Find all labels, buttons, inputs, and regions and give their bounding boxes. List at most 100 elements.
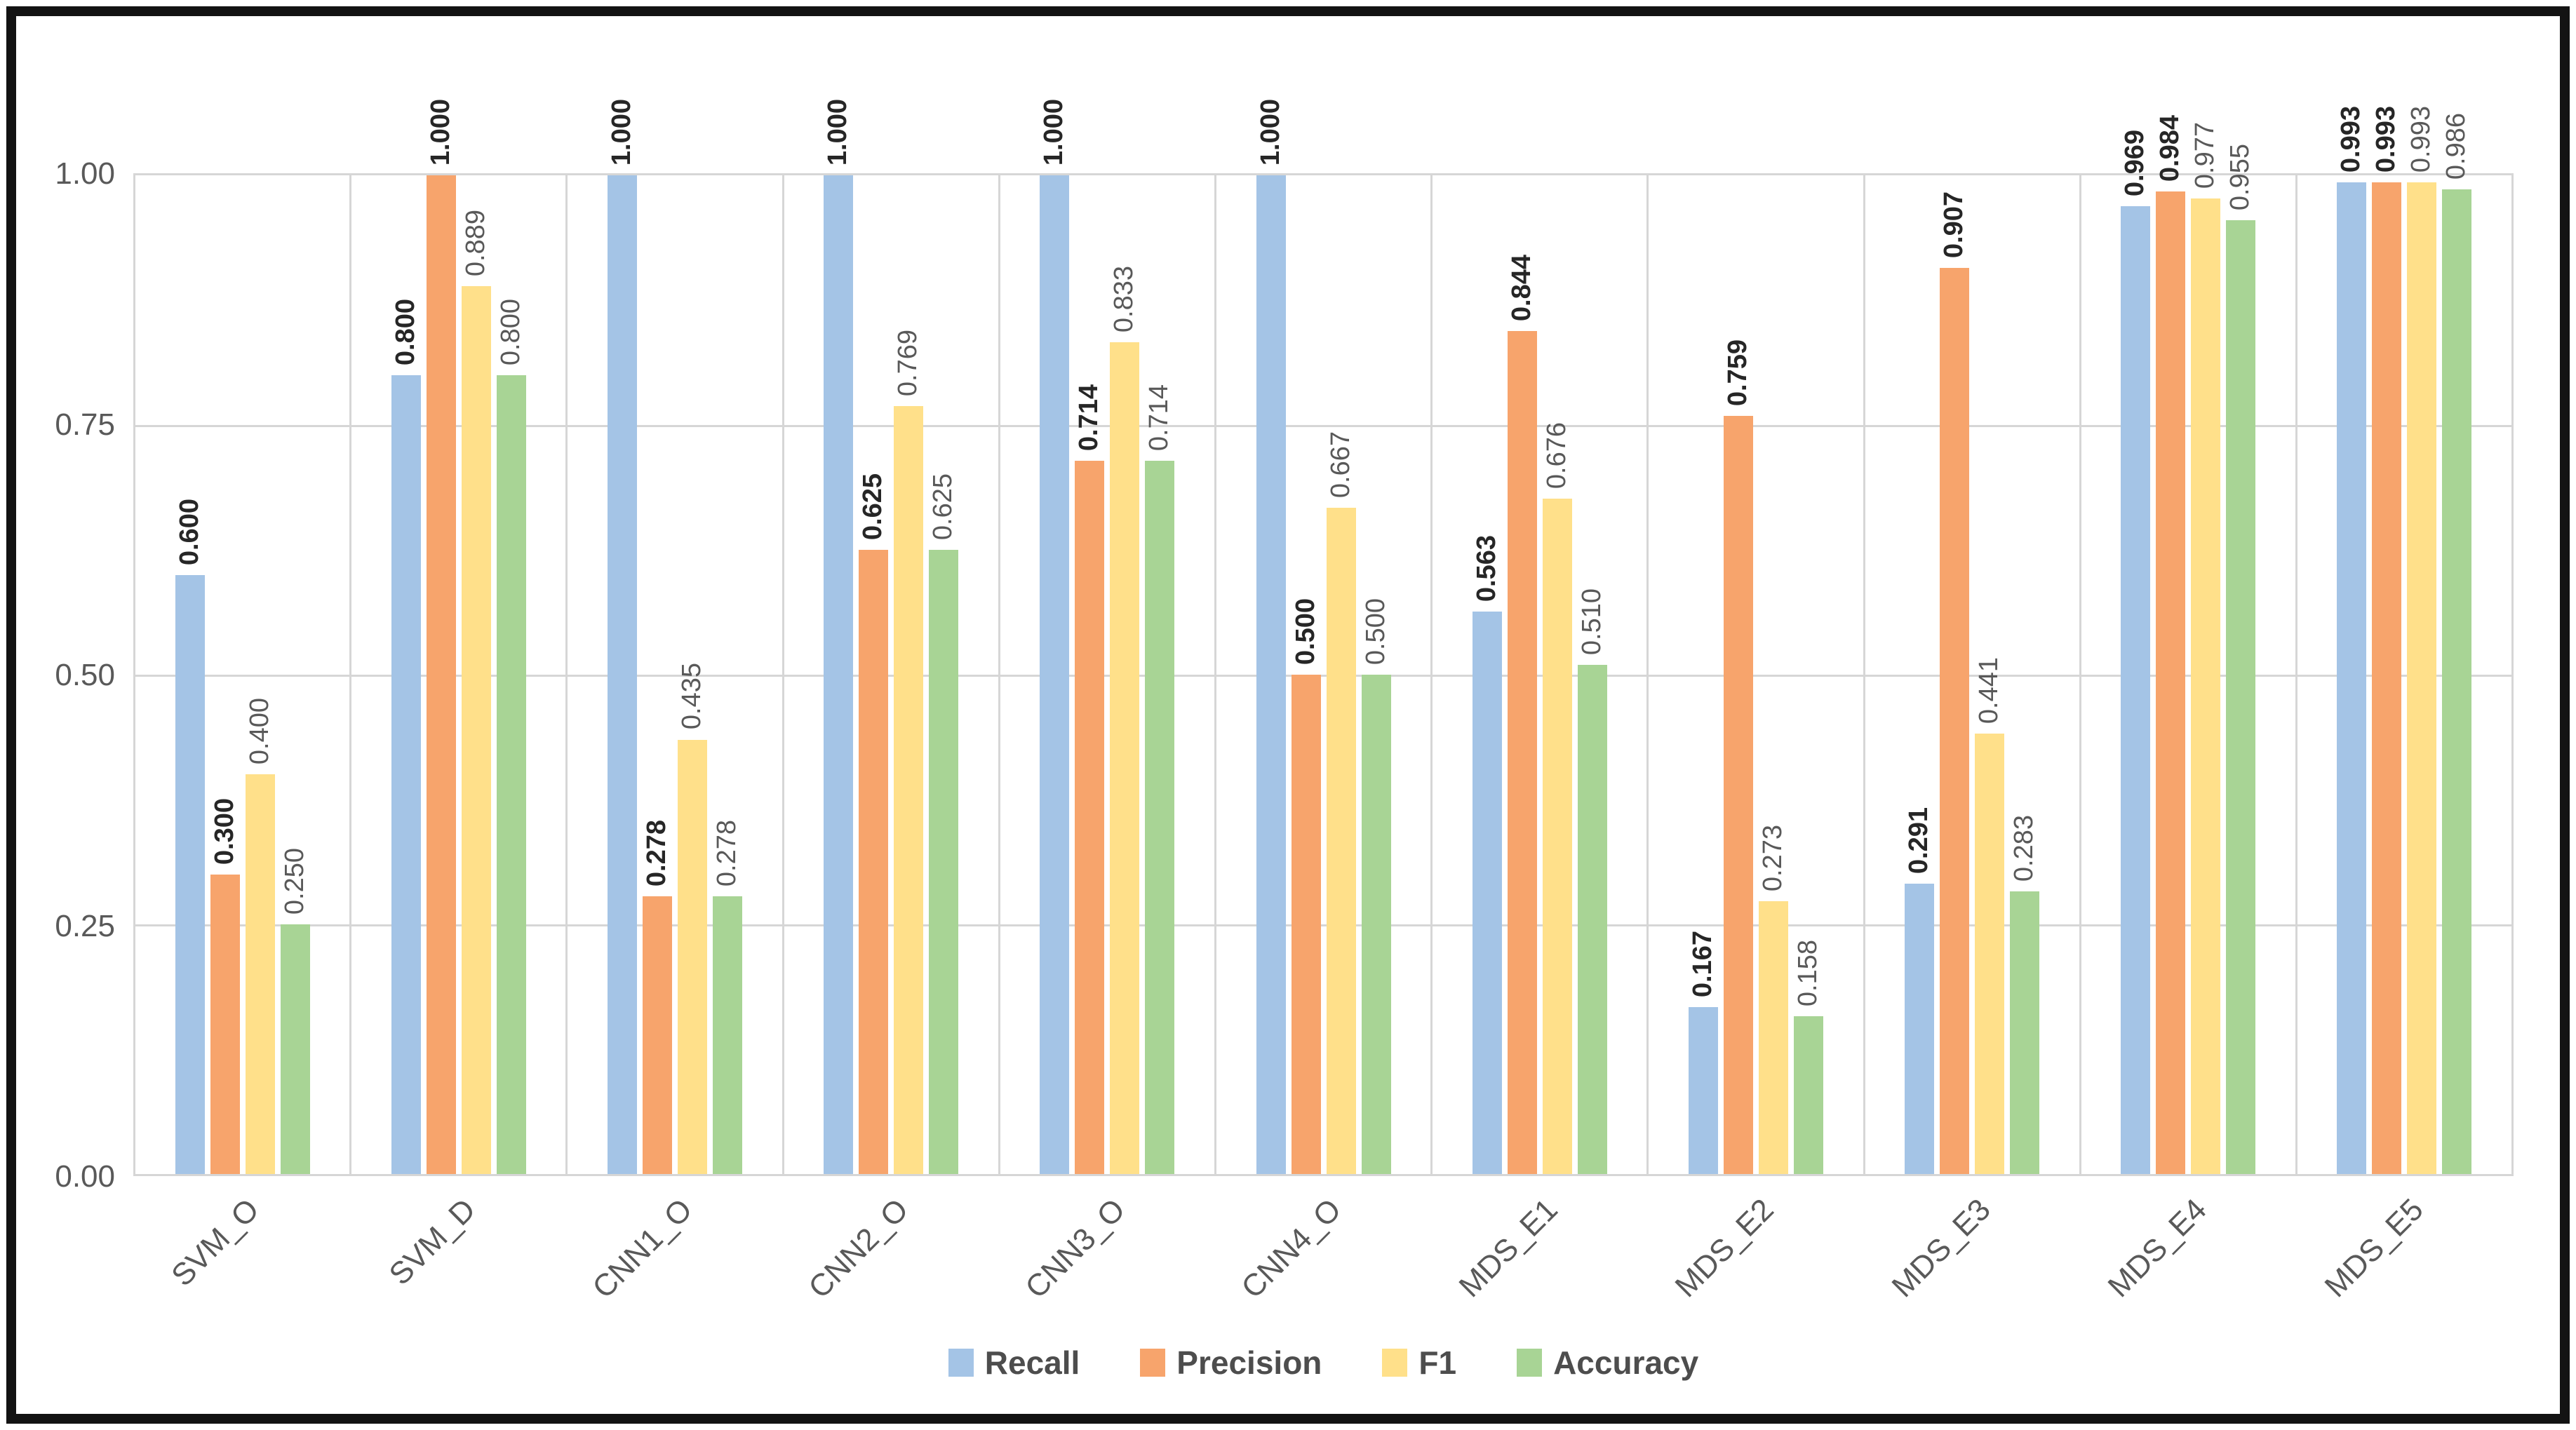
- bar-cluster: [1865, 175, 2079, 1174]
- category-group-cnn4_o: 1.000 0.500 0.667 0.500: [1216, 99, 1433, 1174]
- bar-cluster: [784, 175, 998, 1174]
- category-group-svm_o: 0.600 0.300 0.400 0.250: [135, 175, 352, 1174]
- legend-swatch-icon: [1140, 1349, 1166, 1377]
- bar-precision: [1940, 268, 1970, 1174]
- bar-precision: [1291, 675, 1321, 1174]
- bar-cluster: [1216, 175, 1430, 1174]
- bar-accuracy: [2442, 189, 2472, 1174]
- bar-precision: [1075, 461, 1105, 1174]
- bar-f1: [461, 286, 491, 1174]
- legend: Recall Precision F1 Accuracy: [133, 1344, 2514, 1382]
- legend-swatch-icon: [1517, 1349, 1543, 1377]
- bar-accuracy: [2010, 891, 2040, 1174]
- category-group-mds_e2: 0.167 0.759 0.273 0.158: [1649, 175, 1865, 1174]
- bar-accuracy: [712, 896, 742, 1174]
- bar-recall: [391, 375, 421, 1174]
- legend-item-accuracy: Accuracy: [1517, 1344, 1698, 1382]
- bar-recall: [2121, 206, 2151, 1174]
- bar-precision: [1507, 331, 1537, 1174]
- legend-item-precision: Precision: [1140, 1344, 1322, 1382]
- bar-f1: [677, 739, 707, 1174]
- bar-accuracy: [280, 924, 310, 1174]
- bar-precision: [859, 550, 889, 1174]
- bar-cluster: [1433, 175, 1646, 1174]
- bar-value-label: 1.000: [1039, 98, 1069, 166]
- y-axis-tick-label: 0.00: [55, 1159, 115, 1194]
- bar-recall: [1688, 1007, 1718, 1174]
- bar-precision: [210, 874, 240, 1174]
- bar-cluster: [1649, 175, 1863, 1174]
- bar-recall: [2337, 182, 2367, 1174]
- bar-recall: [1905, 883, 1935, 1174]
- legend-label: Accuracy: [1553, 1344, 1699, 1381]
- bar-accuracy: [496, 375, 526, 1174]
- category-group-mds_e3: 0.291 0.907 0.441 0.283: [1865, 175, 2081, 1174]
- bar-cluster: [2081, 175, 2295, 1174]
- y-axis-tick-label: 0.50: [55, 658, 115, 692]
- gridline-0-50: [135, 675, 2511, 677]
- legend-item-recall: Recall: [948, 1344, 1080, 1382]
- bar-value-label: 0.993: [2371, 105, 2401, 173]
- legend-item-f1: F1: [1382, 1344, 1456, 1382]
- bar-recall: [824, 175, 854, 1174]
- bar-f1: [2407, 182, 2437, 1174]
- bar-precision: [2156, 191, 2186, 1174]
- legend-label: Recall: [984, 1344, 1080, 1381]
- bar-precision: [426, 175, 456, 1174]
- bar-precision: [642, 896, 672, 1174]
- category-group-mds_e4: 0.969 0.984 0.977 0.955: [2081, 115, 2297, 1174]
- y-axis-tick-label: 1.00: [55, 156, 115, 191]
- legend-label: F1: [1418, 1344, 1457, 1381]
- bar-recall: [1256, 175, 1286, 1174]
- bar-value-label: 0.993: [2406, 105, 2436, 173]
- bar-value-label: 0.986: [2441, 112, 2471, 180]
- category-group-cnn1_o: 1.000 0.278 0.435 0.278: [568, 99, 784, 1174]
- category-group-svm_d: 0.800 1.000 0.889 0.800: [351, 99, 568, 1174]
- bar-cluster: [2297, 175, 2511, 1174]
- plot-area: 0.600 0.300 0.400 0.250 0.800 1.000 0.889 0.800…: [133, 99, 2514, 1176]
- bar-accuracy: [2226, 220, 2256, 1174]
- bar-f1: [1542, 499, 1572, 1174]
- gridline-0-75: [135, 425, 2511, 427]
- category-group-cnn2_o: 1.000 0.625 0.769 0.625: [784, 99, 1000, 1174]
- bar-accuracy: [1361, 675, 1391, 1174]
- y-axis: 1.00 0.75 0.50 0.25 0.00: [0, 156, 121, 1194]
- bar-cluster: [351, 175, 565, 1174]
- bar-accuracy: [929, 550, 959, 1174]
- gridline-0-25: [135, 924, 2511, 926]
- category-group-mds_e5: 0.993 0.993 0.993 0.986: [2297, 106, 2511, 1174]
- bar-f1: [1110, 342, 1140, 1174]
- bar-f1: [245, 774, 275, 1174]
- bar-cluster: [135, 175, 349, 1174]
- bar-recall: [1472, 612, 1502, 1174]
- bar-cluster: [1000, 175, 1214, 1174]
- bar-value-label: 1.000: [1255, 98, 1285, 166]
- y-axis-tick-label: 0.75: [55, 407, 115, 442]
- bar-value-label: 1.000: [823, 98, 853, 166]
- category-group-mds_e1: 0.563 0.844 0.676 0.510: [1433, 175, 1649, 1174]
- category-group-cnn3_o: 1.000 0.714 0.833 0.714: [1000, 99, 1216, 1174]
- bar-f1: [894, 405, 924, 1174]
- bar-accuracy: [1793, 1016, 1823, 1174]
- bar-accuracy: [1577, 664, 1607, 1174]
- bar-f1: [1975, 734, 2005, 1174]
- bar-value-label: 0.993: [2336, 105, 2366, 173]
- bar-value-label: 0.984: [2155, 114, 2185, 182]
- bar-recall: [175, 574, 205, 1174]
- bar-precision: [1723, 416, 1753, 1174]
- bar-value-label: 1.000: [425, 98, 455, 166]
- legend-swatch-icon: [948, 1349, 974, 1377]
- bar-value-label: 1.000: [607, 98, 637, 166]
- bar-recall: [1040, 175, 1070, 1174]
- y-axis-tick-label: 0.25: [55, 908, 115, 943]
- bar-f1: [1326, 508, 1356, 1174]
- bar-cluster: [568, 175, 781, 1174]
- bar-recall: [607, 175, 637, 1174]
- legend-label: Precision: [1176, 1344, 1322, 1381]
- bar-f1: [2191, 198, 2221, 1174]
- legend-swatch-icon: [1382, 1349, 1408, 1377]
- bar-accuracy: [1145, 461, 1175, 1174]
- bar-precision: [2372, 182, 2402, 1174]
- bar-f1: [1758, 901, 1788, 1174]
